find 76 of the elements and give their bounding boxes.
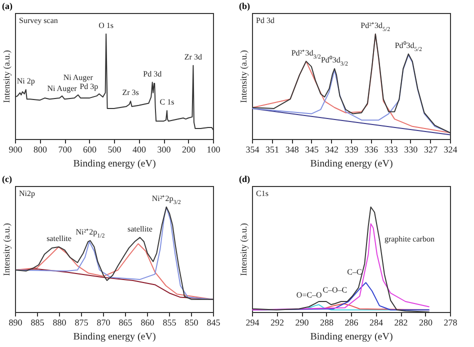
annotation: Pd²⁺3d$_{3/2}$ [291,48,321,60]
annotation: satellite [46,234,72,243]
x-tick-label: 348 [285,144,300,154]
chart-title: (b) [239,1,250,11]
annotation: O=C–O [296,290,322,300]
chart-title: (d) [239,174,250,184]
y-axis-title: Intensity (a.u.) [2,223,12,276]
x-axis-title: Binding energy (eV) [73,158,156,170]
x-tick-label: 292 [270,318,284,328]
x-tick-label: 500 [108,144,122,154]
x-tick-label: 351 [266,144,280,154]
y-axis-title: Intensity (a.u.) [238,50,248,103]
x-axis-title: Binding energy (eV) [310,332,393,342]
annotation: satellite [128,224,153,234]
annotation: Ni²⁺2p$_{1/2}$ [76,228,105,240]
x-tick-label: 845 [206,318,221,328]
annotation: C–O–C [322,286,348,295]
x-tick-label: 330 [404,144,418,154]
x-tick-label: 345 [305,144,320,154]
x-tick-label: 600 [83,144,97,154]
x-tick-label: 290 [295,318,310,328]
annotation: Ni Auger [63,72,94,82]
chart-subtitle: Ni2p [19,189,35,198]
annotation: Pd⁰3d$_{5/2}$ [394,40,422,53]
x-tick-label: 855 [162,318,177,328]
x-tick-label: 700 [58,144,72,154]
x-tick-label: 284 [370,318,384,328]
x-tick-label: 336 [364,144,379,154]
annotation: Zr 3d [184,52,202,62]
annotation: Pd⁰3d$_{3/2}$ [320,56,348,68]
annotation: Zr 3s [122,88,139,98]
x-tick-label: 327 [424,144,438,154]
chart-subtitle: Survey scan [19,16,58,25]
x-tick-label: 333 [384,144,398,154]
x-tick-label: 400 [132,144,146,154]
x-tick-label: 870 [96,318,111,328]
annotation: Pd 3p [80,82,98,91]
annotation: Ni 2p [16,76,35,86]
y-axis-title: Intensity (a.u.) [2,50,12,103]
x-tick-label: 875 [74,318,89,328]
annotation: graphite carbon [384,234,434,244]
chart-subtitle: Pd 3d [256,16,274,25]
x-tick-label: 890 [8,318,23,328]
x-tick-label: 880 [52,318,67,328]
y-axis-title: Intensity (a.u.) [238,223,248,276]
annotation: C–C [347,268,362,277]
annotation: O 1s [98,21,114,30]
x-tick-label: 342 [324,144,338,154]
x-tick-label: 278 [444,318,458,328]
x-axis-title: Binding energy (eV) [73,332,156,342]
chart-title: (a) [2,1,12,11]
x-tick-label: 900 [8,144,23,154]
x-axis-title: Binding energy (eV) [310,158,393,170]
x-tick-label: 286 [344,318,359,328]
x-tick-label: 200 [182,144,196,154]
x-tick-label: 282 [394,318,408,328]
x-tick-label: 288 [320,318,334,328]
x-tick-label: 860 [140,318,155,328]
x-tick-label: 100 [206,144,221,154]
x-tick-label: 324 [444,144,458,154]
x-tick-label: 300 [157,144,172,154]
x-tick-label: 280 [419,318,433,328]
annotation: Ni Auger [47,84,78,93]
x-tick-label: 339 [344,144,359,154]
x-tick-label: 885 [30,318,45,328]
x-tick-label: 354 [246,144,260,154]
x-tick-label: 850 [184,318,199,328]
x-tick-label: 865 [118,318,133,328]
annotation: C 1s [160,98,174,107]
chart-subtitle: C1s [256,189,268,198]
x-tick-label: 294 [246,318,260,328]
annotation: Pd²⁺3d$_{5/2}$ [360,21,390,33]
chart-title: (c) [2,174,12,184]
annotation: Pd 3d [143,69,162,78]
annotation: Ni²⁺2p$_{3/2}$ [152,194,181,206]
x-tick-label: 800 [34,144,48,154]
